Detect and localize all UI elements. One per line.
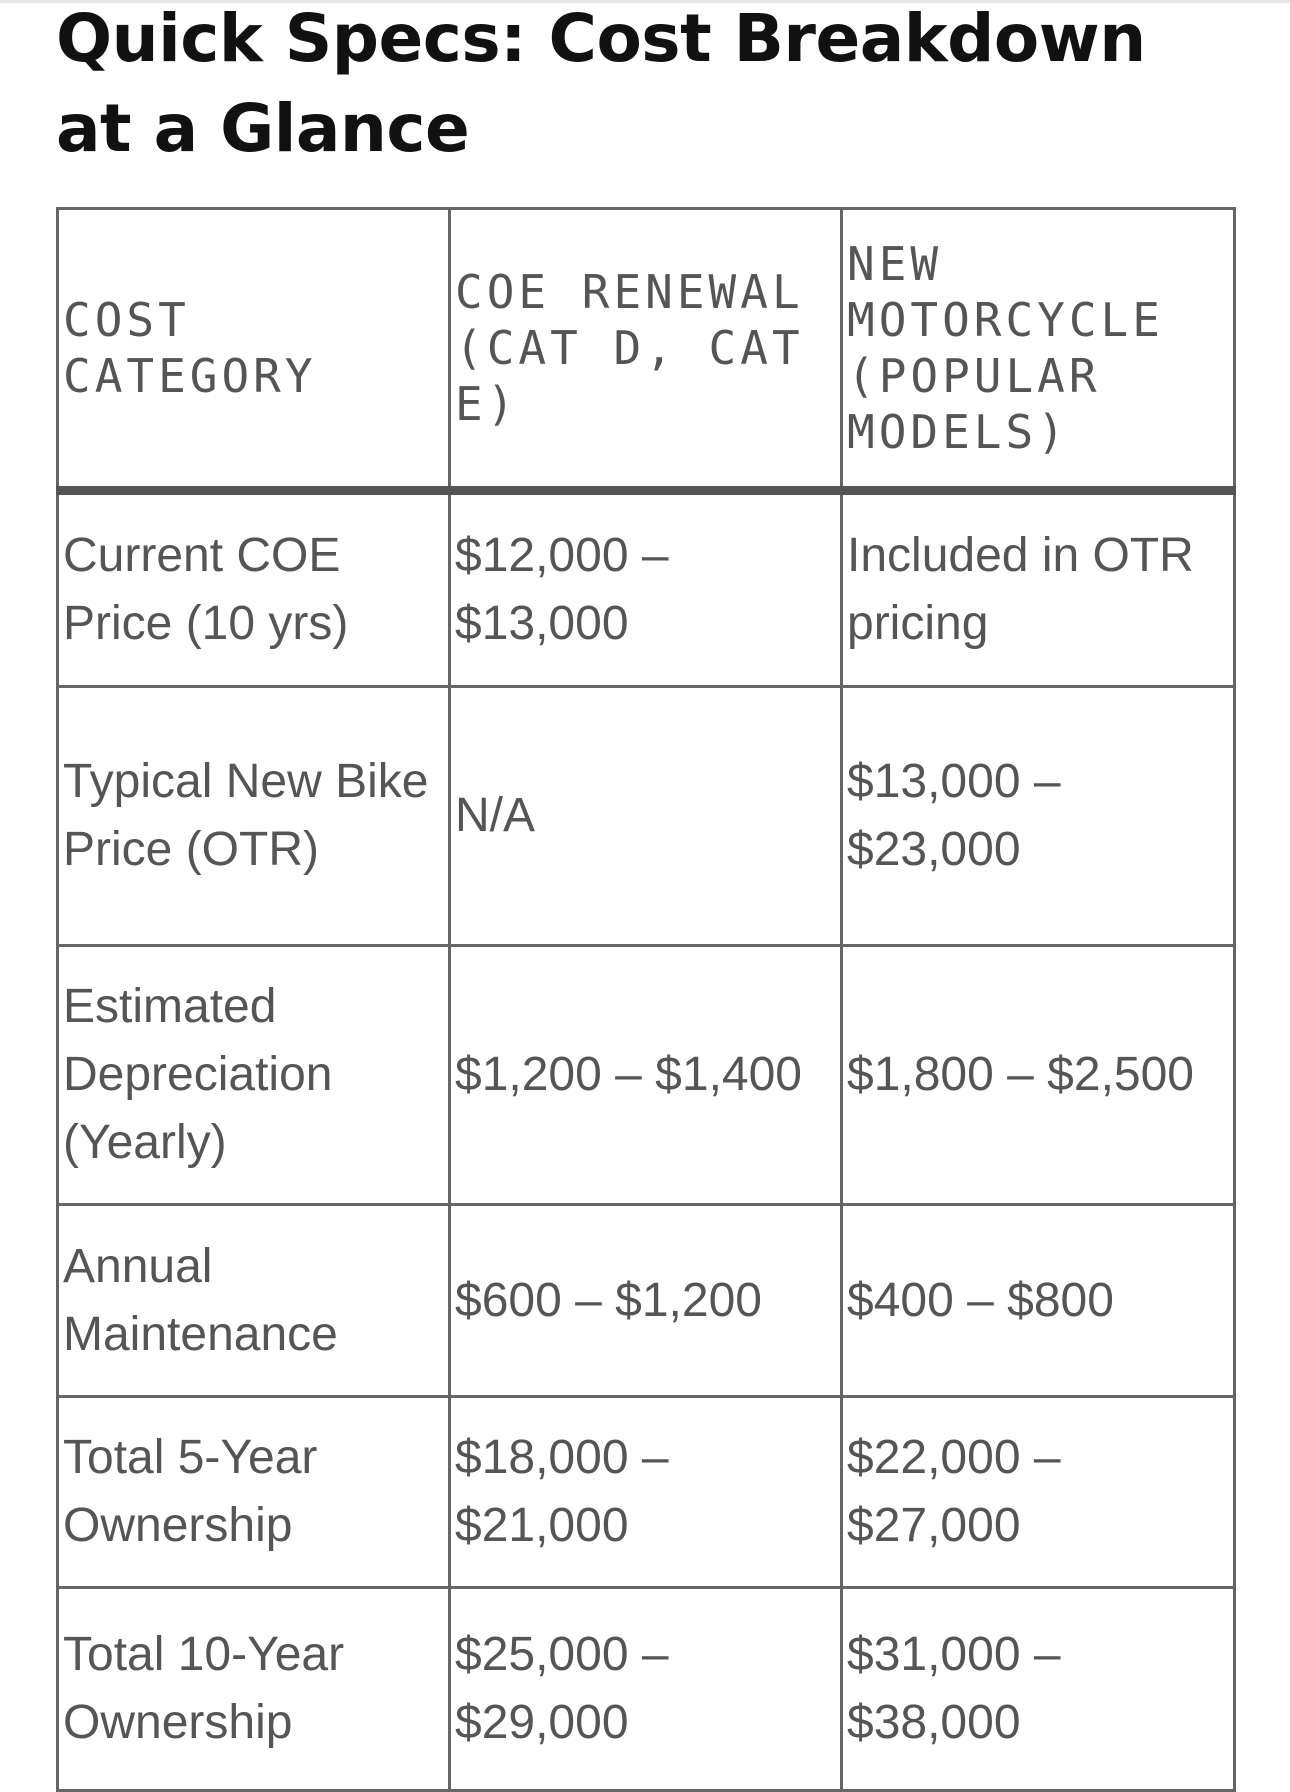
table-row: Current COE Price (10 yrs) $12,000 – $13,…: [56, 489, 1236, 688]
header-row: COST CATEGORY COE RENEWAL (CAT D, CAT E) N…: [56, 207, 1236, 495]
table-cell: Included in OTR pricing: [840, 489, 1236, 688]
table-cell: $13,000 – $23,000: [840, 685, 1236, 947]
table-row: Annual Maintenance $600 – $1,200 $400 – $8…: [56, 1203, 1236, 1398]
table-row: Total 5-Year Ownership $18,000 – $21,000 $…: [56, 1395, 1236, 1589]
row-label: Current COE Price (10 yrs): [56, 489, 451, 688]
page-title: Quick Specs: Cost Breakdown at a Glance: [56, 0, 1146, 167]
table-cell: $600 – $1,200: [448, 1203, 843, 1398]
column-header: COE RENEWAL (CAT D, CAT E): [448, 207, 843, 495]
table-row: Estimated Depreciation (Yearly) $1,200 – …: [56, 944, 1236, 1206]
table-cell: N/A: [448, 685, 843, 947]
top-divider: [0, 0, 1290, 3]
table-cell: $18,000 – $21,000: [448, 1395, 843, 1589]
table-cell: $1,200 – $1,400: [448, 944, 843, 1206]
cost-table: COST CATEGORY COE RENEWAL (CAT D, CAT E) N…: [56, 207, 1236, 1792]
table-cell: $31,000 – $38,000: [840, 1586, 1236, 1792]
table-body: Current COE Price (10 yrs) $12,000 – $13,…: [56, 489, 1236, 1792]
row-label: Total 5-Year Ownership: [56, 1395, 451, 1589]
table-row: Typical New Bike Price (OTR) N/A $13,000 –…: [56, 685, 1236, 947]
table-row: Total 10-Year Ownership $25,000 – $29,000…: [56, 1586, 1236, 1792]
table-cell: $25,000 – $29,000: [448, 1586, 843, 1792]
table-cell: $12,000 – $13,000: [448, 489, 843, 688]
row-label: Annual Maintenance: [56, 1203, 451, 1398]
table-cell: $1,800 – $2,500: [840, 944, 1236, 1206]
column-header: NEW MOTORCYCLE (POPULAR MODELS): [840, 207, 1236, 495]
row-label: Typical New Bike Price (OTR): [56, 685, 451, 947]
table-cell: $22,000 – $27,000: [840, 1395, 1236, 1589]
row-label: Estimated Depreciation (Yearly): [56, 944, 451, 1206]
row-label: Total 10-Year Ownership: [56, 1586, 451, 1792]
column-header: COST CATEGORY: [56, 207, 451, 495]
table-cell: $400 – $800: [840, 1203, 1236, 1398]
